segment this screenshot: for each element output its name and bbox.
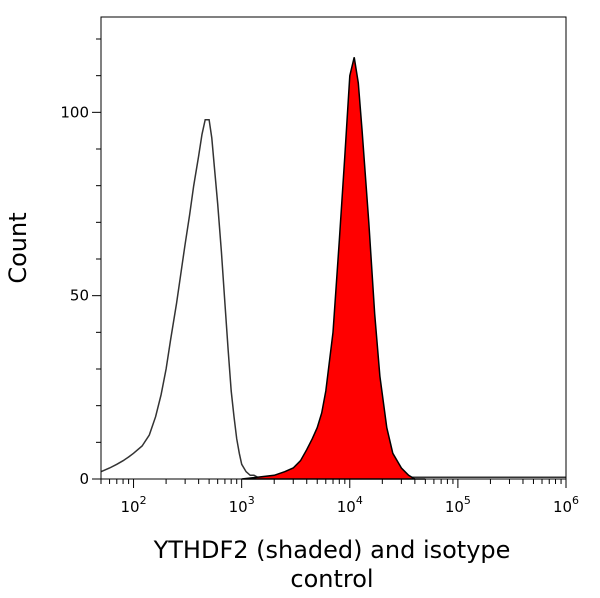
x-axis-title-line-1: YTHDF2 (shaded) and isotype xyxy=(153,536,511,564)
x-tick-label: 104 xyxy=(337,494,363,516)
x-tick-label: 102 xyxy=(120,494,146,516)
y-tick-label: 0 xyxy=(79,470,89,488)
y-axis-ticks: 0 50 100 xyxy=(60,38,101,488)
y-tick-label: 50 xyxy=(70,287,89,305)
series-area-YTHDF2 xyxy=(241,57,426,480)
series-layer xyxy=(100,57,566,480)
y-axis-title: Count xyxy=(4,212,32,283)
y-tick-label: 100 xyxy=(60,103,89,121)
x-axis-title-line-2: control xyxy=(290,565,373,593)
x-tick-label: 106 xyxy=(553,494,579,516)
x-tick-label: 103 xyxy=(229,494,255,516)
x-tick-label: 105 xyxy=(445,494,471,516)
x-axis-ticks: 102 103 104 105 106 xyxy=(100,479,579,516)
